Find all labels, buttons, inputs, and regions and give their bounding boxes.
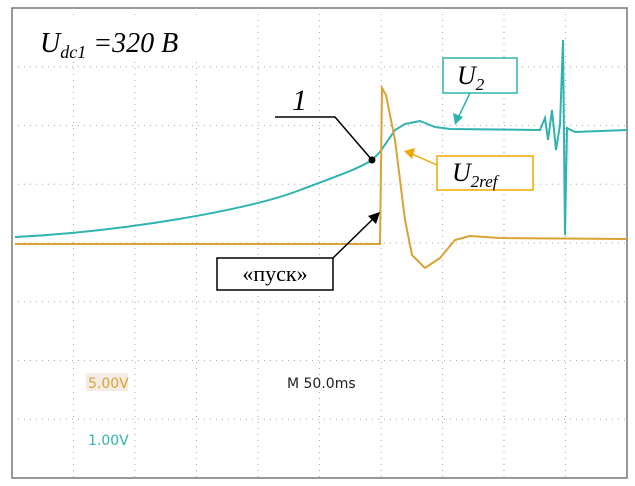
header-subscript: dc1 xyxy=(60,42,86,62)
time-readout: M 50.0ms xyxy=(287,376,356,392)
scope-screen: Udc1 =320 В 1 U2 U2ref «пуск» 5.00V M 50… xyxy=(0,0,635,486)
header-symbol: U xyxy=(40,28,62,59)
ch1-readout: 5.00V xyxy=(88,376,129,392)
page: Udc1 =320 В 1 U2 U2ref «пуск» 5.00V M 50… xyxy=(0,0,635,486)
u2-subscript: 2 xyxy=(476,75,485,94)
marker-dot xyxy=(369,157,376,164)
marker-label: 1 xyxy=(292,84,307,117)
header-rest: =320 В xyxy=(86,28,178,59)
start-label: «пуск» xyxy=(242,261,307,286)
ch2-readout: 1.00V xyxy=(88,433,129,449)
u2ref-subscript: 2ref xyxy=(471,172,500,191)
